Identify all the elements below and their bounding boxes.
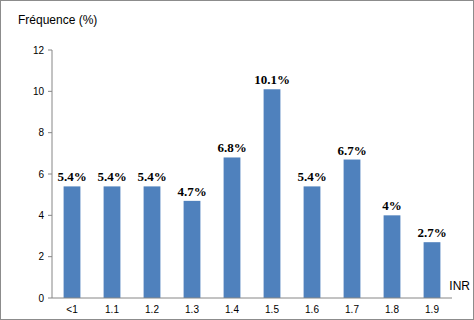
y-tick-label: 0 [38,293,44,304]
x-tick-label: 1.4 [225,304,239,315]
y-axis [52,50,53,298]
y-tick-label: 6 [38,169,44,180]
x-tick-label: 1.1 [105,304,119,315]
chart-border [1,1,474,320]
y-tick [48,256,52,257]
x-tick-label: 1.5 [265,304,279,315]
x-tick-label: 1.6 [305,304,319,315]
data-label: 5.4% [297,169,326,184]
bar [104,186,121,298]
x-axis-label: INR [449,279,470,293]
y-tick [48,174,52,175]
y-tick-label: 2 [38,251,44,262]
bar [64,186,81,298]
y-tick-label: 12 [33,45,45,56]
y-tick [48,298,52,299]
bar [184,201,201,298]
x-tick-label: 1.8 [385,304,399,315]
y-axis-label: Fréquence (%) [18,13,97,27]
bar [144,186,161,298]
chart-holder: Fréquence (%) 0 2 4 6 8 10 12 5.4% 5.4% 5.4% 4.7% 6.… [0,0,474,320]
data-label: 6.8% [217,140,246,155]
bar [424,242,441,298]
y-tick [48,132,52,133]
bar [344,160,361,298]
bar [224,157,241,298]
y-tick [48,215,52,216]
x-tick-label: 1.9 [425,304,439,315]
bar [264,89,281,298]
data-label: 5.4% [97,169,126,184]
y-tick [48,91,52,92]
x-tick-label: 1.7 [345,304,359,315]
data-label: 4% [382,198,402,213]
x-tick-label: 1.2 [145,304,159,315]
x-tick-label: 1.3 [185,304,199,315]
y-tick-label: 10 [33,86,45,97]
x-axis [52,298,452,299]
y-tick [48,50,52,51]
bar [384,215,401,298]
chart: Fréquence (%) 0 2 4 6 8 10 12 5.4% 5.4% 5.4% 4.7% 6.… [0,0,474,320]
y-tick-label: 4 [38,210,44,221]
y-tick-label: 8 [38,127,44,138]
data-label: 2.7% [417,225,446,240]
data-label: 6.7% [337,143,366,158]
data-label: 5.4% [57,169,86,184]
x-tick-label: <1 [66,304,78,315]
data-label: 5.4% [137,169,166,184]
data-label: 10.1% [254,72,290,87]
data-label: 4.7% [177,184,206,199]
bar [304,186,321,298]
bars [64,89,441,298]
